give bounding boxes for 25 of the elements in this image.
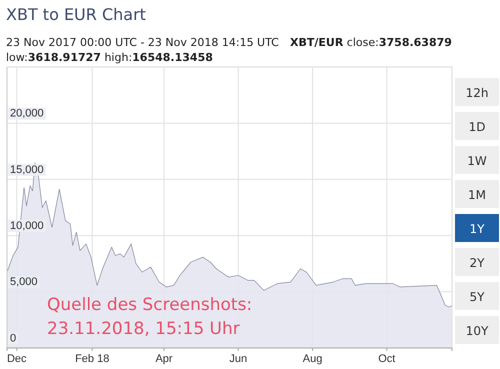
x-tick-label: Feb 18 xyxy=(75,352,110,365)
x-tick-label: Dec xyxy=(6,352,28,365)
y-tick-label: 15,000 xyxy=(10,164,44,176)
range-button[interactable]: 1W xyxy=(455,146,499,174)
range-button[interactable]: 1M xyxy=(455,180,499,208)
range-button[interactable]: 1D xyxy=(455,112,499,140)
chart-title: XBT to EUR Chart xyxy=(6,5,146,24)
y-tick-label: 5,000 xyxy=(10,276,38,288)
x-tick-label: Aug xyxy=(302,352,322,365)
range-button[interactable]: 12h xyxy=(455,78,499,106)
range-button[interactable]: 2Y xyxy=(455,248,499,276)
y-tick-label: 10,000 xyxy=(10,220,44,232)
annotation: Quelle des Screenshots: xyxy=(47,295,252,315)
x-tick-label: Jun xyxy=(229,352,248,365)
x-tick-label: Oct xyxy=(378,352,396,365)
x-tick-label: Apr xyxy=(155,352,173,365)
text: XBT/EUR close:3758.63879 xyxy=(290,36,452,49)
y-tick-label: 20,000 xyxy=(10,108,44,120)
chart-subtitle: 23 Nov 2017 00:00 UTC - 23 Nov 2018 14:15 UTC xyxy=(6,36,280,49)
text: low:3618.91727 high:16548.13458 xyxy=(6,51,213,64)
y-tick-label: 0 xyxy=(10,332,16,344)
range-button[interactable]: 1Y xyxy=(455,214,499,242)
annotation: 23.11.2018, 15:15 Uhr xyxy=(47,319,240,339)
range-button[interactable]: 10Y xyxy=(455,316,499,344)
range-button[interactable]: 5Y xyxy=(455,282,499,310)
